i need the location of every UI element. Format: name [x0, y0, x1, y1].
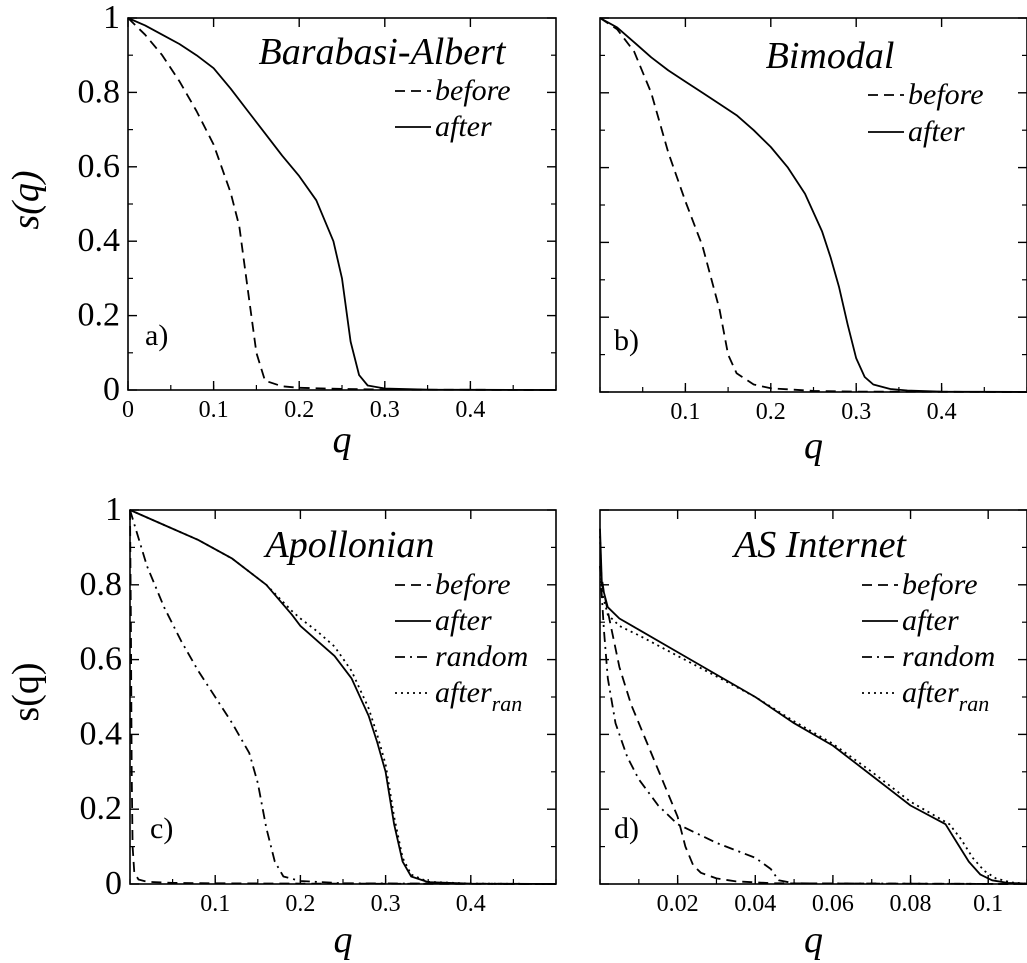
chart-3-legend-label-random: random — [902, 640, 995, 673]
chart-0-panel-letter: a) — [145, 319, 168, 352]
chart-3-series-before-line — [599, 565, 1027, 885]
chart-0-legend-label-before: before — [435, 74, 511, 107]
chart-3-legend-label-before: before — [902, 568, 978, 601]
chart-1-series-before-line — [599, 17, 1027, 393]
chart-3-xtick-label: 0.08 — [890, 891, 932, 917]
panel-d: 0.02 0.04 0.06 0.08 0.1 beforeafterrandomafte… — [599, 509, 1027, 961]
chart-2-legend-label-after_ran: afterran — [435, 676, 522, 716]
chart-2-xtick-label: 0.4 — [456, 891, 486, 917]
chart-1-legend-label-after: after — [908, 115, 965, 148]
chart-3-series-random-line — [599, 566, 1027, 885]
chart-0-ytick-label: 0.6 — [78, 148, 121, 185]
chart-0-xtick-label: 0.1 — [199, 397, 229, 423]
chart-3-xlabel: q — [804, 919, 823, 961]
chart-1-series-after-line — [599, 17, 1027, 393]
chart-2-xtick-label: 0.2 — [285, 891, 315, 917]
chart-0-xlabel: q — [333, 419, 352, 461]
chart-1-xtick-label: 0.4 — [927, 399, 957, 425]
chart-0-ytick-label: 0.8 — [78, 73, 121, 110]
chart-0-legend-label-after: after — [435, 110, 492, 143]
chart-1-legend-label-before: before — [908, 78, 984, 111]
chart-0-ytick-label: 1 — [103, 0, 120, 36]
chart-1-title: Bimodal — [766, 35, 895, 77]
chart-3-xtick-label: 0.04 — [734, 891, 776, 917]
chart-0-title: Barabasi-Albert — [259, 31, 507, 73]
chart-2-series-random-line — [129, 509, 557, 885]
chart-2-xtick-label: 0.1 — [200, 891, 230, 917]
chart-2-ytick-label: 0.8 — [80, 566, 123, 603]
chart-3-xtick-label: 0.1 — [973, 891, 1003, 917]
chart-2-ytick-label: 0.6 — [80, 641, 123, 678]
chart-3-legend-label-after_ran: afterran — [902, 676, 989, 716]
chart-2-ytick-label: 1 — [105, 491, 122, 528]
chart-3-xtick-label: 0.02 — [657, 891, 699, 917]
chart-0-ytick-label: 0 — [103, 371, 120, 408]
chart-2-ytick-label: 0.2 — [80, 790, 123, 827]
chart-2-legend-label-before: before — [435, 568, 511, 601]
chart-0-xtick-label: 0.3 — [370, 397, 400, 423]
chart-2-series-after-line — [129, 509, 557, 885]
panel-b: 0.1 0.2 0.3 0.4 before after Bimodal b) q — [599, 17, 1027, 467]
chart-2-legend-label-after: after — [435, 604, 492, 637]
chart-1-panel-letter: b) — [614, 324, 639, 357]
chart-0-series-before-line — [127, 17, 557, 391]
chart-2-series-before-line — [129, 509, 557, 885]
chart-3-title: AS Internet — [731, 524, 907, 566]
chart-2-xlabel: q — [334, 919, 353, 961]
chart-2-title: Apollonian — [263, 524, 435, 566]
chart-2-xtick-label: 0.3 — [371, 891, 401, 917]
chart-3-series-after-line — [599, 528, 1027, 885]
chart-0-ylabel: s(q) — [5, 170, 47, 229]
panel-c: 0.1 0.2 0.3 0.400.20.40.60.81beforeafterran… — [5, 491, 557, 961]
chart-0-xtick-label: 0.4 — [455, 397, 485, 423]
chart-2-legend-label-random: random — [435, 640, 528, 673]
chart-2-ylabel: s(q) — [5, 662, 47, 721]
chart-0-ytick-label: 0.2 — [78, 297, 121, 334]
chart-1-xlabel: q — [804, 425, 823, 467]
chart-1-xtick-label: 0.2 — [756, 399, 786, 425]
chart-0-ytick-label: 0.4 — [78, 222, 121, 259]
chart-3-xtick-label: 0.06 — [812, 891, 854, 917]
chart-0-xtick-label: 0 — [122, 397, 134, 423]
chart-3-panel-letter: d) — [614, 812, 639, 845]
chart-3-legend-label-after: after — [902, 604, 959, 637]
chart-0-xtick-label: 0.2 — [284, 397, 314, 423]
chart-2-ytick-label: 0.4 — [80, 715, 123, 752]
chart-2-panel-letter: c) — [150, 812, 173, 845]
chart-1-xtick-label: 0.1 — [670, 399, 700, 425]
chart-1-xtick-label: 0.3 — [841, 399, 871, 425]
chart-0-series-after-line — [127, 17, 557, 391]
chart-2-ytick-label: 0 — [105, 865, 122, 902]
